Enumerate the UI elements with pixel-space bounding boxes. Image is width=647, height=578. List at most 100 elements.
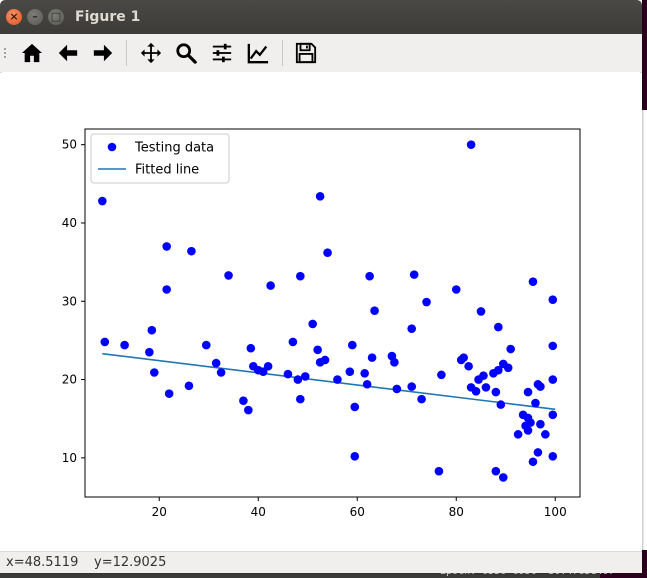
fitted-line <box>102 352 556 411</box>
data-point <box>211 358 221 368</box>
toolbar-grip[interactable] <box>4 48 8 58</box>
pan-button[interactable] <box>135 37 167 69</box>
minimize-icon: – <box>32 10 38 23</box>
data-point <box>471 386 481 396</box>
home-icon <box>21 43 43 63</box>
arrow-left-icon <box>58 44 78 62</box>
data-point <box>479 371 488 380</box>
data-point <box>548 451 558 461</box>
data-point <box>528 277 538 286</box>
data-point <box>506 344 515 354</box>
data-point <box>323 248 332 258</box>
data-point <box>367 353 377 362</box>
close-button[interactable]: × <box>6 9 22 25</box>
data-point <box>266 281 275 290</box>
maximize-button[interactable]: □ <box>48 9 64 25</box>
edit-axes-button[interactable] <box>242 37 274 69</box>
data-point <box>348 340 357 350</box>
data-point <box>360 368 369 378</box>
y-tick-label: 50 <box>62 138 77 152</box>
data-point <box>350 402 360 412</box>
x-tick-label: 20 <box>152 505 167 519</box>
data-point <box>120 340 129 350</box>
data-point <box>244 405 253 415</box>
forward-button[interactable] <box>87 37 119 69</box>
data-point <box>451 285 461 294</box>
data-point <box>536 419 545 429</box>
title-bar[interactable]: × – □ Figure 1 <box>0 0 642 34</box>
data-point <box>164 389 174 398</box>
data-point <box>308 319 318 329</box>
data-point <box>263 361 273 371</box>
data-point <box>407 324 417 333</box>
data-point <box>494 322 503 332</box>
cursor-y-readout: y=12.9025 <box>94 555 167 570</box>
move-icon <box>140 42 162 64</box>
close-icon: × <box>9 10 19 23</box>
home-button[interactable] <box>16 37 48 69</box>
data-point <box>320 355 330 365</box>
data-point <box>162 285 171 294</box>
data-point <box>315 192 325 201</box>
y-tick-label: 30 <box>62 294 77 308</box>
data-point <box>147 325 157 335</box>
data-point <box>293 375 303 384</box>
legend-box <box>90 133 230 184</box>
data-point <box>528 457 538 467</box>
data-point <box>476 307 486 316</box>
data-point <box>526 418 535 427</box>
data-point <box>370 306 379 315</box>
legend[interactable]: Testing data Fitted line <box>90 133 230 184</box>
y-tick-label: 10 <box>62 451 77 465</box>
scatter-chart[interactable]: 10 20 30 40 50 20 40 60 80 100 Testing data Fitte… <box>2 72 640 550</box>
data-point <box>150 368 159 377</box>
floppy-disk-icon <box>295 42 317 64</box>
data-point <box>409 270 419 279</box>
toolbar <box>0 34 642 73</box>
data-point <box>459 353 468 362</box>
line-chart-icon <box>247 43 269 64</box>
data-point <box>417 394 426 404</box>
data-point <box>288 337 298 347</box>
axes-frame <box>84 128 581 498</box>
minimize-button[interactable]: – <box>27 9 43 25</box>
subplots-button[interactable] <box>206 37 238 69</box>
data-point <box>491 387 501 397</box>
y-tick-label: 40 <box>62 216 77 230</box>
data-point <box>98 196 107 206</box>
data-point <box>548 341 558 351</box>
save-button[interactable] <box>290 37 322 69</box>
sliders-icon <box>212 43 232 63</box>
data-point <box>536 382 545 391</box>
zoom-button[interactable] <box>170 37 202 69</box>
data-point <box>541 430 550 439</box>
x-tick-label: 60 <box>350 505 365 519</box>
data-point <box>548 375 558 384</box>
data-point <box>246 343 256 353</box>
data-point <box>224 271 233 280</box>
arrow-right-icon <box>93 44 113 62</box>
data-point <box>491 466 501 476</box>
data-point <box>523 426 533 435</box>
data-point <box>548 410 558 420</box>
data-point <box>296 271 305 281</box>
legend-label-fitted-line: Fitted line <box>135 163 199 178</box>
data-point <box>437 370 446 380</box>
x-tick-label: 100 <box>544 505 567 519</box>
data-point <box>531 398 540 408</box>
x-tick-label: 80 <box>449 505 464 519</box>
data-point <box>392 384 402 394</box>
data-point <box>434 466 444 476</box>
data-point <box>333 375 342 384</box>
data-point <box>494 365 503 375</box>
data-point <box>100 337 110 347</box>
data-point <box>464 361 473 371</box>
data-point <box>145 347 154 357</box>
data-point <box>365 271 374 281</box>
back-button[interactable] <box>52 37 84 69</box>
legend-marker-testing-data <box>107 142 117 152</box>
data-point <box>362 379 372 389</box>
data-point <box>258 367 268 377</box>
figure-canvas[interactable]: 10 20 30 40 50 20 40 60 80 100 Testing data Fitte… <box>2 72 640 550</box>
